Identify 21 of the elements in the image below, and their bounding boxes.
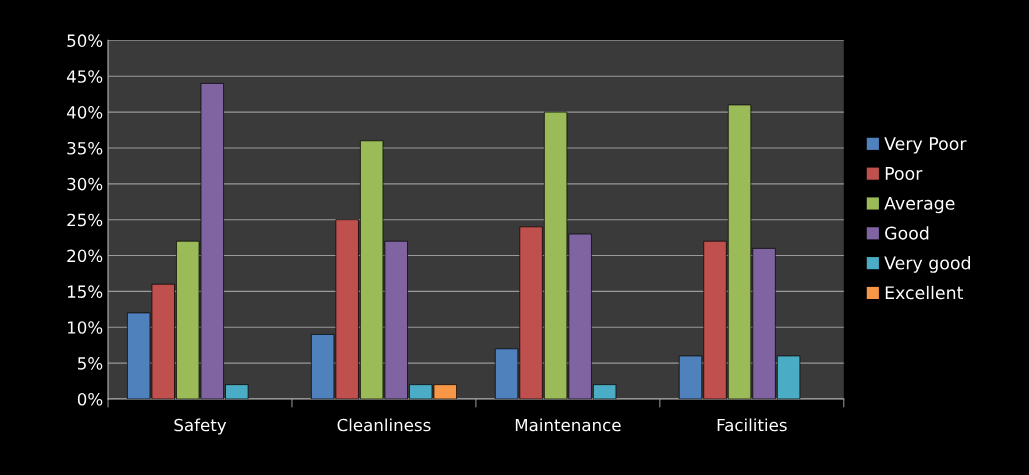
- legend-label: Very Poor: [884, 137, 967, 154]
- legend-label: Excellent: [885, 285, 964, 300]
- legend-label: Average: [884, 196, 955, 214]
- y-tick-label: 25%: [67, 213, 103, 227]
- x-tick-label: Facilities: [717, 418, 787, 432]
- x-tick-label: Cleanliness: [337, 418, 431, 432]
- y-tick-label: 40%: [66, 106, 103, 119]
- y-tick-label: 30%: [67, 177, 103, 191]
- legend-label: Poor: [885, 167, 923, 180]
- y-tick-label: 5%: [78, 357, 103, 370]
- legend-label: Good: [885, 226, 929, 240]
- y-tick-label: 50%: [67, 34, 103, 47]
- y-tick-label: 0%: [77, 392, 103, 406]
- y-tick-label: 15%: [67, 285, 103, 298]
- legend-label: Very good: [884, 256, 970, 273]
- y-tick-label: 35%: [67, 141, 103, 155]
- y-tick-label: 45%: [66, 70, 103, 83]
- x-tick-label: Maintenance: [515, 418, 621, 432]
- y-tick-label: 20%: [67, 249, 103, 263]
- x-tick-label: Safety: [174, 418, 227, 435]
- y-tick-label: 10%: [67, 321, 103, 334]
